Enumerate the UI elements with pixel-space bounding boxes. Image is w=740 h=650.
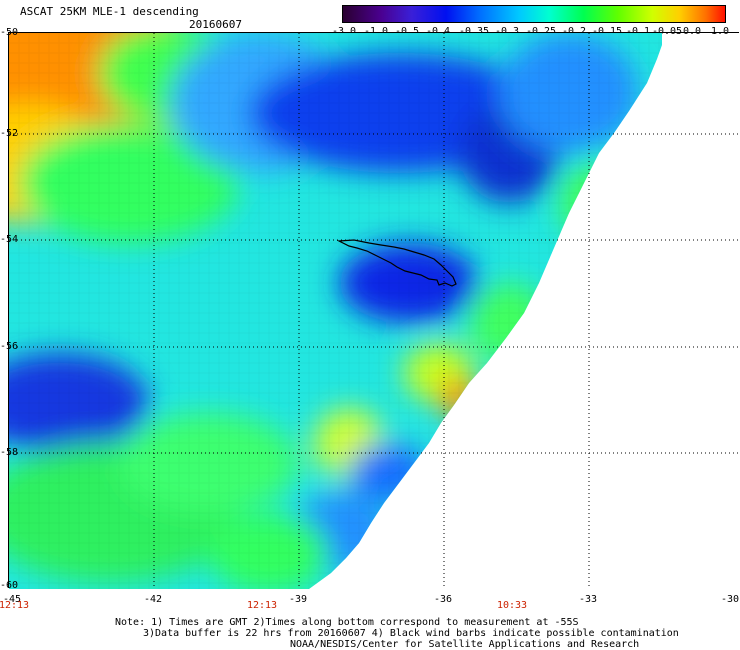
scale-tick: -0.05 <box>651 26 683 37</box>
lat-label: -58 <box>0 447 19 458</box>
scale-tick: -0.3 <box>494 26 520 37</box>
lon-label: -39 <box>288 594 308 605</box>
island-coastline <box>336 239 457 287</box>
time-label: 12:13 <box>0 600 30 611</box>
scale-tick: -0.1 <box>625 26 651 37</box>
lat-label: -54 <box>0 234 19 245</box>
scale-tick: -0.4 <box>425 26 451 37</box>
map-date: 20160607 <box>189 18 242 31</box>
scale-tick: -0.25 <box>525 26 557 37</box>
color-scale-bar <box>342 5 726 23</box>
lon-label: -36 <box>433 594 453 605</box>
scale-tick: -3.0 <box>331 26 357 37</box>
scale-tick: -0.5 <box>394 26 420 37</box>
lat-label: -52 <box>0 128 19 139</box>
wind-field-map <box>9 33 740 589</box>
scale-tick: -0.2 <box>561 26 587 37</box>
map-panel[interactable] <box>8 32 740 589</box>
time-label: 10:33 <box>496 600 528 611</box>
scale-tick: -0.35 <box>458 26 490 37</box>
lat-label: -60 <box>0 580 19 591</box>
scale-tick: 1.0 <box>710 26 730 37</box>
note-line-1: Note: 1) Times are GMT 2)Times along bot… <box>115 617 579 628</box>
note-line-3: NOAA/NESDIS/Center for Satellite Applica… <box>290 639 640 650</box>
lon-label: -42 <box>143 594 163 605</box>
lon-label: -30 <box>720 594 740 605</box>
lon-label: -45 <box>2 594 22 605</box>
lat-label: -50 <box>0 27 19 38</box>
scale-tick: -1.0 <box>363 26 389 37</box>
graticule <box>9 33 740 589</box>
lon-label: -33 <box>578 594 598 605</box>
time-label: 12:13 <box>246 600 278 611</box>
scale-tick: 0.0 <box>682 26 702 37</box>
map-title: ASCAT 25KM MLE-1 descending <box>20 5 199 18</box>
scale-tick: -0.15 <box>591 26 623 37</box>
lat-label: -56 <box>0 341 19 352</box>
scatterometer-swath <box>9 33 662 589</box>
note-line-2: 3)Data buffer is 22 hrs from 20160607 4)… <box>143 628 679 639</box>
